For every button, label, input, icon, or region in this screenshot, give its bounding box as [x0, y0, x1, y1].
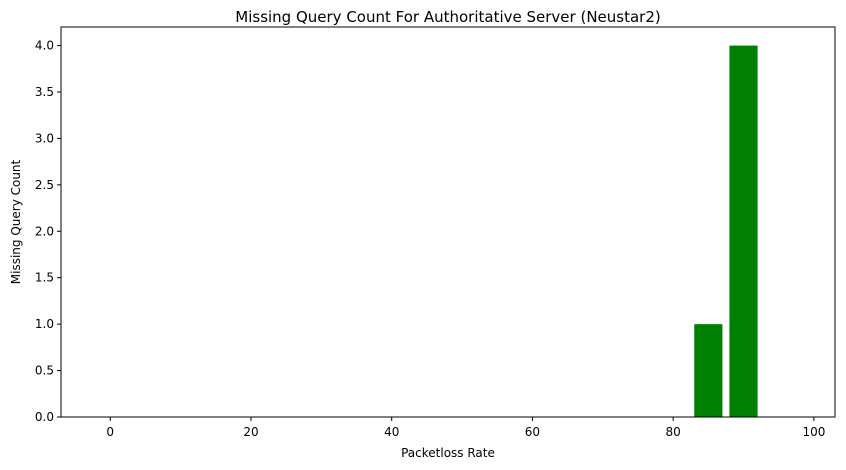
x-tick-label: 80: [666, 425, 681, 439]
x-tick-label: 0: [106, 425, 114, 439]
x-tick-label: 20: [243, 425, 258, 439]
chart-title: Missing Query Count For Authoritative Se…: [235, 8, 660, 26]
plot-area-frame: [60, 26, 836, 418]
x-tick-label: 60: [525, 425, 540, 439]
bar-90: [729, 45, 758, 417]
y-tick-label: 3.0: [35, 131, 54, 145]
bars-group: [694, 45, 758, 417]
x-tick-label: 40: [384, 425, 399, 439]
y-tick-label: 4.0: [35, 39, 54, 53]
y-tick-label: 0.5: [35, 364, 54, 378]
x-axis-ticks: 0 20 40 60 80 100: [106, 417, 825, 439]
y-axis-ticks: 0.0 0.5 1.0 1.5 2.0 2.5 3.0 3.5 4.0: [35, 39, 61, 424]
y-tick-label: 2.0: [35, 224, 54, 238]
y-axis-label: Missing Query Count: [9, 159, 23, 284]
y-tick-label: 3.5: [35, 85, 54, 99]
y-tick-label: 0.0: [35, 410, 54, 424]
bar-85: [694, 324, 723, 417]
x-axis-label: Packetloss Rate: [401, 446, 495, 460]
y-tick-label: 2.5: [35, 178, 54, 192]
y-tick-label: 1.0: [35, 317, 54, 331]
y-tick-label: 1.5: [35, 271, 54, 285]
x-tick-label: 100: [802, 425, 825, 439]
